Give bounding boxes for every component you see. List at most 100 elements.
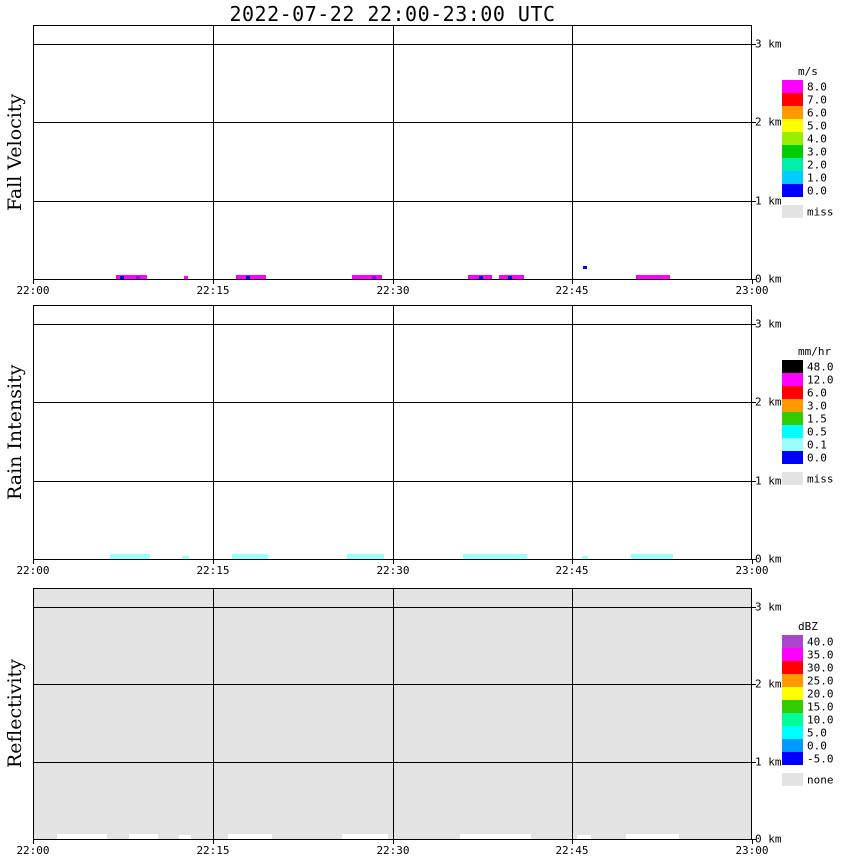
colorbar-segment-reflectivity	[782, 661, 803, 674]
colorbar-title-fall-velocity: m/s	[798, 65, 818, 78]
km-label-rain-intensity: 0 km	[755, 552, 782, 566]
chart-title: 2022-07-22 22:00-23:00 UTC	[229, 2, 556, 26]
event-mark-reflectivity	[460, 834, 531, 839]
colorbar-label-rain-intensity: 48.0	[807, 360, 834, 373]
vgridline-reflectivity	[572, 588, 573, 840]
colorbar-segment-fall-velocity	[782, 80, 803, 93]
colorbar-missing-label-rain-intensity: miss	[807, 472, 834, 485]
x-tick-fall-velocity	[213, 280, 214, 284]
event-mark-fall-velocity	[352, 275, 382, 279]
colorbar-segment-reflectivity	[782, 752, 803, 765]
colorbar-label-fall-velocity: 0.0	[807, 184, 827, 197]
event-mark-reflectivity	[57, 834, 107, 839]
x-tick-label-reflectivity: 22:45	[555, 844, 589, 857]
km-tick-rain-intensity	[752, 559, 756, 560]
x-tick-label-rain-intensity: 22:45	[555, 564, 589, 577]
x-tick-fall-velocity	[752, 280, 753, 284]
vgridline-rain-intensity	[393, 305, 394, 560]
km-label-rain-intensity: 1 km	[755, 474, 782, 488]
colorbar-segment-fall-velocity	[782, 106, 803, 119]
event-mark-fall-velocity	[508, 276, 512, 279]
colorbar-label-fall-velocity: 3.0	[807, 145, 827, 158]
x-tick-label-fall-velocity: 22:30	[376, 284, 410, 297]
colorbar-missing-swatch-fall-velocity	[782, 205, 803, 218]
colorbar-label-rain-intensity: 0.1	[807, 438, 827, 451]
event-mark-fall-velocity	[479, 276, 483, 279]
x-tick-reflectivity	[33, 840, 34, 844]
x-tick-label-fall-velocity: 22:45	[555, 284, 589, 297]
colorbar-label-rain-intensity: 1.5	[807, 412, 827, 425]
gridline-3km-reflectivity	[33, 607, 752, 608]
event-mark-reflectivity	[179, 835, 191, 839]
km-tick-rain-intensity	[752, 481, 756, 482]
colorbar-label-reflectivity: 40.0	[807, 635, 834, 648]
colorbar-segment-reflectivity	[782, 674, 803, 687]
plot-area-reflectivity	[33, 588, 752, 840]
colorbar-title-reflectivity: dBZ	[798, 620, 818, 633]
x-tick-label-fall-velocity: 22:15	[196, 284, 230, 297]
colorbar-label-fall-velocity: 5.0	[807, 119, 827, 132]
colorbar-segment-reflectivity	[782, 687, 803, 700]
colorbar-segment-reflectivity	[782, 648, 803, 661]
colorbar-label-fall-velocity: 8.0	[807, 80, 827, 93]
colorbar-label-reflectivity: -5.0	[807, 752, 834, 765]
colorbar-label-reflectivity: 30.0	[807, 661, 834, 674]
y-axis-label-rain-intensity: Rain Intensity	[4, 364, 26, 501]
colorbar-segment-rain-intensity	[782, 399, 803, 412]
km-label-reflectivity: 0 km	[755, 832, 782, 846]
x-tick-fall-velocity	[33, 280, 34, 284]
colorbar-label-fall-velocity: 7.0	[807, 93, 827, 106]
x-tick-label-reflectivity: 23:00	[735, 844, 769, 857]
colorbar-missing-label-fall-velocity: miss	[807, 205, 834, 218]
x-tick-label-fall-velocity: 22:00	[16, 284, 50, 297]
event-mark-fall-velocity	[372, 276, 376, 279]
event-mark-rain-intensity	[582, 556, 588, 559]
colorbar-label-reflectivity: 10.0	[807, 713, 834, 726]
colorbar-label-reflectivity: 25.0	[807, 674, 834, 687]
vgridline-fall-velocity	[213, 25, 214, 280]
km-tick-rain-intensity	[752, 324, 756, 325]
gridline-3km-rain-intensity	[33, 324, 752, 325]
km-label-reflectivity: 3 km	[755, 600, 782, 614]
event-mark-reflectivity	[228, 834, 272, 839]
colorbar-missing-swatch-rain-intensity	[782, 472, 803, 485]
gridline-2km-reflectivity	[33, 684, 752, 685]
vgridline-fall-velocity	[572, 25, 573, 280]
colorbar-label-reflectivity: 5.0	[807, 726, 827, 739]
colorbar-segment-fall-velocity	[782, 145, 803, 158]
event-mark-rain-intensity	[347, 554, 384, 559]
plot-area-rain-intensity	[33, 305, 752, 560]
colorbar-segment-reflectivity	[782, 726, 803, 739]
event-mark-rain-intensity	[631, 554, 673, 559]
x-tick-label-rain-intensity: 22:15	[196, 564, 230, 577]
colorbar-label-reflectivity: 0.0	[807, 739, 827, 752]
x-tick-reflectivity	[572, 840, 573, 844]
km-label-fall-velocity: 3 km	[755, 37, 782, 51]
colorbar-label-reflectivity: 35.0	[807, 648, 834, 661]
gridline-3km-fall-velocity	[33, 44, 752, 45]
colorbar-label-fall-velocity: 2.0	[807, 158, 827, 171]
x-tick-rain-intensity	[752, 560, 753, 564]
km-tick-fall-velocity	[752, 279, 756, 280]
colorbar-segment-reflectivity	[782, 700, 803, 713]
x-tick-label-rain-intensity: 23:00	[735, 564, 769, 577]
event-mark-rain-intensity	[232, 554, 268, 559]
x-tick-label-reflectivity: 22:00	[16, 844, 50, 857]
colorbar-segment-reflectivity	[782, 739, 803, 752]
gridline-1km-reflectivity	[33, 762, 752, 763]
x-tick-rain-intensity	[572, 560, 573, 564]
vgridline-reflectivity	[213, 588, 214, 840]
vgridline-rain-intensity	[213, 305, 214, 560]
km-label-fall-velocity: 2 km	[755, 115, 782, 129]
event-mark-reflectivity	[626, 834, 679, 839]
x-tick-rain-intensity	[213, 560, 214, 564]
x-tick-reflectivity	[393, 840, 394, 844]
colorbar-segment-rain-intensity	[782, 438, 803, 451]
colorbar-segment-fall-velocity	[782, 158, 803, 171]
colorbar-label-fall-velocity: 6.0	[807, 106, 827, 119]
colorbar-label-rain-intensity: 6.0	[807, 386, 827, 399]
x-tick-reflectivity	[213, 840, 214, 844]
vgridline-rain-intensity	[572, 305, 573, 560]
colorbar-segment-rain-intensity	[782, 451, 803, 464]
